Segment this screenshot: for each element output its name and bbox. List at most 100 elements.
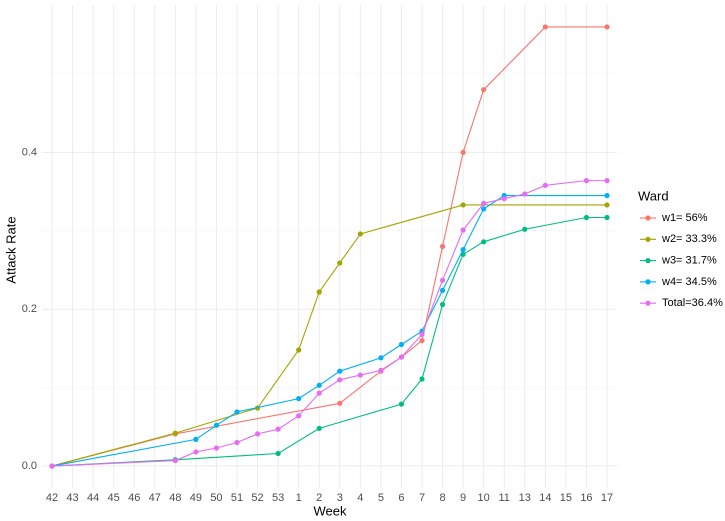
- legend-key-point: [645, 300, 651, 306]
- x-tick-label: 50: [210, 492, 222, 504]
- data-point: [316, 289, 322, 295]
- data-point: [316, 390, 322, 396]
- x-tick-label: 13: [519, 492, 531, 504]
- series-line: [51, 26, 607, 467]
- data-point: [213, 422, 220, 428]
- x-tick-label: 7: [419, 492, 425, 504]
- data-point: [439, 243, 446, 250]
- x-tick-label: 51: [231, 492, 243, 504]
- data-point: [275, 426, 281, 432]
- x-tick-label: 14: [539, 492, 551, 504]
- data-point: [398, 401, 405, 407]
- y-tick-label: 0.4: [22, 146, 37, 158]
- data-point: [398, 354, 405, 360]
- data-point: [378, 355, 384, 361]
- x-tick-label: 52: [251, 492, 263, 504]
- x-tick-label: 15: [560, 492, 572, 504]
- series-line: [51, 204, 607, 467]
- data-point: [419, 337, 425, 344]
- x-tick-label: 44: [87, 492, 99, 504]
- data-point: [357, 372, 363, 378]
- data-point: [193, 449, 199, 455]
- x-tick-label: 10: [478, 492, 490, 504]
- legend-label: w4= 34.5%: [661, 276, 717, 288]
- legend-key-point: [645, 236, 651, 242]
- data-point: [460, 149, 466, 156]
- y-tick-label: 0.2: [22, 303, 37, 315]
- x-tick-label: 48: [169, 492, 181, 504]
- data-point: [398, 341, 405, 348]
- data-point: [296, 347, 302, 353]
- data-point: [439, 277, 446, 283]
- x-tick-label: 9: [460, 492, 466, 504]
- data-point: [337, 368, 343, 374]
- x-tick-label: 42: [46, 492, 58, 504]
- data-point: [481, 87, 487, 93]
- data-point: [481, 200, 487, 206]
- x-tick-label: 3: [337, 492, 343, 504]
- x-tick-label: 46: [128, 492, 140, 504]
- data-point: [604, 178, 610, 184]
- legend-title: Ward: [638, 188, 669, 203]
- data-point: [419, 331, 425, 337]
- x-tick-label: 4: [357, 492, 363, 504]
- x-tick-label: 5: [378, 492, 384, 504]
- data-point: [481, 206, 487, 212]
- x-tick-label: 43: [66, 492, 78, 504]
- x-tick-label: 1: [296, 492, 302, 504]
- data-point: [296, 396, 302, 402]
- data-point: [296, 413, 302, 419]
- data-point: [604, 24, 610, 30]
- legend-label: w1= 56%: [661, 212, 708, 224]
- x-tick-label: 47: [149, 492, 161, 504]
- data-point: [234, 439, 240, 446]
- data-point: [439, 301, 446, 308]
- data-point: [481, 239, 487, 245]
- data-point: [604, 192, 610, 199]
- x-axis-title: Week: [314, 503, 347, 518]
- legend-label: w2= 33.3%: [661, 233, 717, 245]
- x-tick-label: 6: [398, 492, 404, 504]
- data-point: [254, 431, 261, 437]
- data-point: [460, 202, 466, 208]
- data-point: [234, 409, 240, 415]
- legend-label: w3= 31.7%: [661, 255, 717, 267]
- legend-label: Total=36.4%: [662, 297, 723, 309]
- data-point: [542, 182, 548, 188]
- data-point: [460, 227, 466, 233]
- data-point: [213, 445, 220, 451]
- data-point: [583, 214, 590, 221]
- data-point: [583, 178, 590, 184]
- data-point: [316, 425, 322, 432]
- data-point: [501, 196, 507, 202]
- data-point: [419, 376, 425, 382]
- legend-key-point: [645, 258, 651, 264]
- data-point: [604, 214, 610, 221]
- data-point: [378, 367, 384, 373]
- y-tick-label: 0.0: [22, 460, 37, 472]
- legend-key-point: [645, 279, 651, 285]
- data-point: [337, 400, 343, 406]
- data-point: [49, 463, 55, 469]
- data-point: [604, 202, 610, 208]
- data-point: [357, 231, 363, 237]
- data-point: [316, 382, 322, 388]
- x-tick-label: 11: [499, 492, 510, 504]
- data-point: [172, 457, 178, 464]
- x-tick-label: 49: [190, 492, 202, 504]
- data-point: [275, 450, 281, 457]
- data-point: [542, 24, 548, 30]
- data-point: [337, 377, 343, 383]
- y-axis-title: Attack Rate: [3, 216, 18, 283]
- data-point: [439, 287, 446, 294]
- data-point: [337, 260, 343, 266]
- x-tick-label: 8: [439, 492, 445, 504]
- x-tick-label: 53: [272, 492, 284, 504]
- x-tick-label: 2: [316, 492, 322, 504]
- x-tick-label: 16: [580, 492, 592, 504]
- series-line: [51, 180, 607, 467]
- legend-key-point: [645, 215, 651, 221]
- series-line: [51, 216, 607, 467]
- data-point: [172, 430, 178, 436]
